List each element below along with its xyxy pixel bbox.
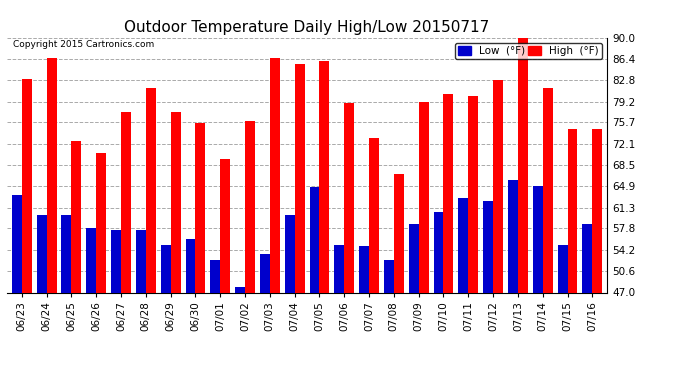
Title: Outdoor Temperature Daily High/Low 20150717: Outdoor Temperature Daily High/Low 20150… (124, 20, 490, 35)
Bar (518, 38, 528, 292)
Bar (344, 103, 354, 292)
Bar (270, 58, 279, 292)
Bar (220, 159, 230, 292)
Bar (96, 153, 106, 292)
Bar (533, 186, 543, 292)
Bar (245, 120, 255, 292)
Bar (319, 61, 329, 292)
Bar (444, 94, 453, 292)
Legend: Low  (°F), High  (°F): Low (°F), High (°F) (455, 43, 602, 59)
Bar (543, 88, 553, 292)
Bar (22, 79, 32, 292)
Text: Copyright 2015 Cartronics.com: Copyright 2015 Cartronics.com (13, 40, 154, 49)
Bar (12, 195, 22, 292)
Bar (335, 245, 344, 292)
Bar (419, 102, 428, 292)
Bar (483, 201, 493, 292)
Bar (210, 260, 220, 292)
Bar (111, 230, 121, 292)
Bar (146, 88, 156, 292)
Bar (567, 129, 578, 292)
Bar (186, 239, 195, 292)
Bar (285, 215, 295, 292)
Bar (408, 224, 419, 292)
Bar (47, 58, 57, 292)
Bar (61, 215, 71, 292)
Bar (37, 215, 47, 292)
Bar (433, 213, 444, 292)
Bar (508, 180, 518, 292)
Bar (235, 286, 245, 292)
Bar (493, 80, 503, 292)
Bar (359, 246, 369, 292)
Bar (384, 260, 394, 292)
Bar (310, 187, 319, 292)
Bar (458, 198, 469, 292)
Bar (161, 245, 170, 292)
Bar (86, 228, 96, 292)
Bar (121, 112, 131, 292)
Bar (592, 129, 602, 292)
Bar (195, 123, 206, 292)
Bar (369, 138, 379, 292)
Bar (295, 64, 304, 292)
Bar (469, 96, 478, 292)
Bar (260, 254, 270, 292)
Bar (170, 112, 181, 292)
Bar (582, 224, 592, 292)
Bar (558, 245, 567, 292)
Bar (136, 230, 146, 292)
Bar (394, 174, 404, 292)
Bar (71, 141, 81, 292)
